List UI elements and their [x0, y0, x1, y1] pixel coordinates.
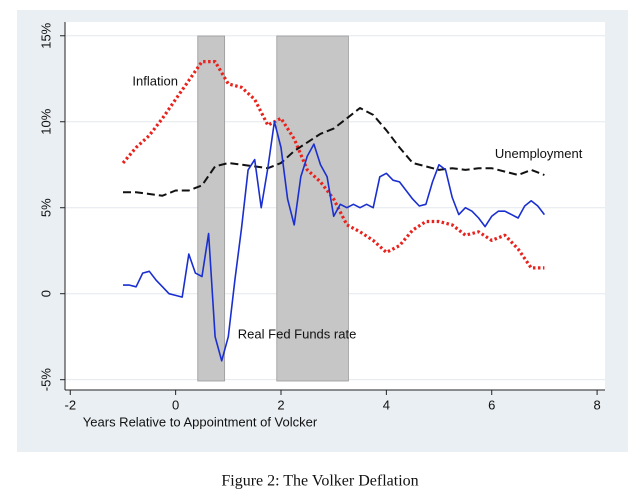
x-axis-label: Years Relative to Appointment of Volcker	[83, 414, 318, 429]
x-tick-label: 2	[277, 397, 284, 412]
x-tick-label: 6	[488, 397, 495, 412]
y-tick-label: 15%	[38, 22, 53, 48]
series-label: Unemployment	[495, 146, 583, 161]
y-tick-label: 0	[38, 290, 53, 297]
series-line	[121, 60, 545, 270]
y-tick-label: 5%	[38, 198, 53, 217]
series-line	[123, 107, 545, 197]
series-line	[123, 120, 546, 362]
x-tick-label: 8	[593, 397, 600, 412]
caption: Figure 2: The Volker Deflation	[221, 473, 418, 490]
y-tick-label: 10%	[38, 108, 53, 134]
x-tick-label: 0	[172, 397, 179, 412]
shaded-region	[197, 35, 226, 382]
plot-layer: -5% 0 5% 10% 15% -2 0 2 4 6 8 Inflation Unemployment…	[38, 22, 605, 412]
series-label: Real Fed Funds rate	[238, 326, 357, 341]
y-tick-label: -5%	[38, 368, 53, 392]
x-tick-label: -2	[64, 397, 76, 412]
series-label: Inflation	[132, 74, 178, 89]
shaded-region	[276, 35, 349, 382]
x-tick-label: 4	[383, 397, 390, 412]
